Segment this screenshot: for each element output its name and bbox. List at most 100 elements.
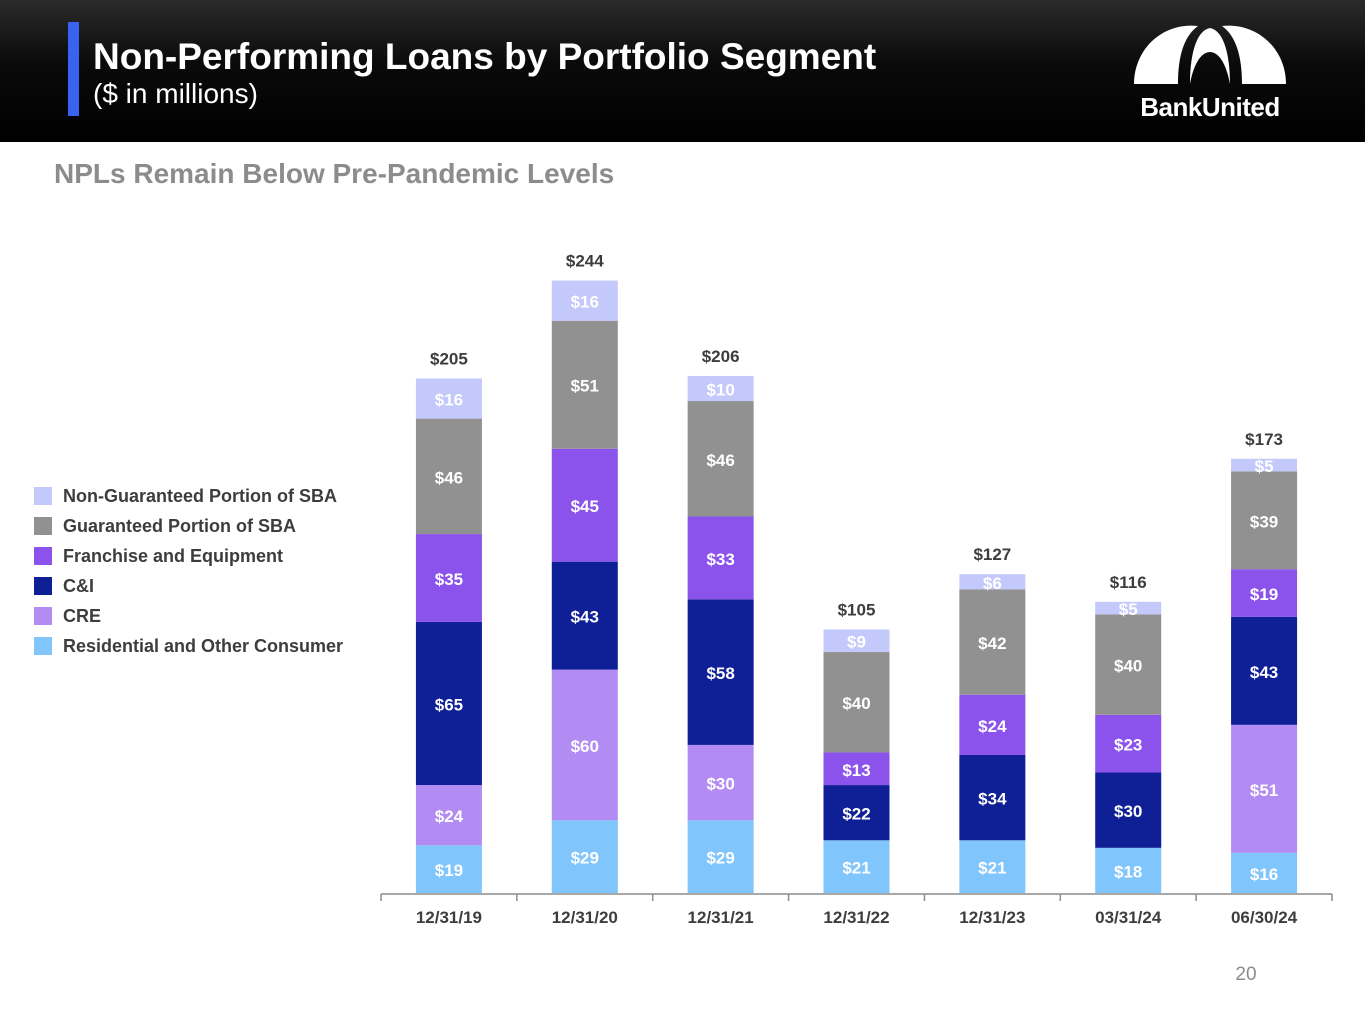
bar-segment [687,599,754,745]
bar-total-label: $173 [1245,430,1283,449]
bar-segment [415,621,482,786]
bar-segment [551,448,618,562]
bar-segment [415,845,482,893]
bar-value-label: $23 [1114,736,1142,755]
bar-value-label: $5 [1255,457,1274,476]
bar-segment [687,401,754,517]
bar-segment [415,418,482,535]
x-tick-label: 03/31/24 [1095,908,1162,927]
bar-segment [551,280,618,321]
legend-swatch [34,487,52,505]
bar-segment [1231,852,1298,893]
legend-label: CRE [63,606,102,626]
bar-segment [687,744,754,821]
bar-segment [1095,714,1162,773]
chart-legend: Non-Guaranteed Portion of SBA Guaranteed … [34,486,374,666]
bar-value-label: $60 [571,737,599,756]
bar-value-label: $6 [983,574,1002,593]
legend-item: C&I [34,576,374,606]
bar-value-label: $30 [1114,802,1142,821]
legend-item: CRE [34,606,374,636]
bar-total-label: $127 [973,545,1011,564]
bar-value-label: $24 [435,807,464,826]
bar-segment [823,785,890,841]
legend-swatch [34,547,52,565]
bar-segment [1095,772,1162,848]
bar-segment [959,754,1026,841]
legend-item: Non-Guaranteed Portion of SBA [34,486,374,516]
x-tick-label: 06/30/24 [1231,908,1298,927]
bar-segment [551,820,618,893]
bar-value-label: $5 [1119,600,1138,619]
legend-label: Non-Guaranteed Portion of SBA [63,486,337,506]
x-tick-label: 12/31/23 [959,908,1025,927]
bar-value-label: $30 [706,775,734,794]
bar-segment [959,840,1026,893]
legend-swatch [34,517,52,535]
bar-segment [959,574,1026,590]
bar-segment [959,694,1026,755]
bar-segment [1095,601,1162,615]
legend-item: Franchise and Equipment [34,546,374,576]
title-accent-bar [68,22,79,116]
bar-value-label: $46 [706,451,734,470]
bar-value-label: $34 [978,790,1007,809]
bar-segment [823,652,890,753]
bar-segment [551,669,618,821]
bar-value-label: $58 [706,664,734,683]
bar-segment [1231,569,1298,617]
bar-segment [687,516,754,600]
bar-segment [823,629,890,653]
bar-value-label: $16 [571,293,599,312]
bar-segment [823,840,890,893]
bar-value-label: $35 [435,570,463,589]
bar-value-label: $65 [435,695,463,714]
bar-value-label: $39 [1250,512,1278,531]
bar-value-label: $19 [435,861,463,880]
bar-value-label: $16 [1250,865,1278,884]
bar-value-label: $10 [706,380,734,399]
legend-label: Franchise and Equipment [63,546,284,566]
legend-label: Residential and Other Consumer [63,636,344,656]
bar-segment [959,589,1026,695]
bar-value-label: $29 [706,849,734,868]
page-number: 20 [1235,964,1257,985]
legend-swatch [34,577,52,595]
bar-segment [1095,847,1162,893]
bar-value-label: $29 [571,849,599,868]
bar-segment [415,534,482,622]
bar-value-label: $21 [842,859,870,878]
bar-segment [415,785,482,846]
legend-swatch [34,607,52,625]
bar-segment [1095,614,1162,715]
section-heading: NPLs Remain Below Pre-Pandemic Levels [54,158,615,189]
bar-segment [1231,471,1298,570]
x-tick-label: 12/31/19 [416,908,482,927]
bar-segment [551,320,618,449]
bar-value-label: $43 [571,608,599,627]
legend-swatch [34,637,52,655]
legend-item: Guaranteed Portion of SBA [34,516,374,546]
bar-value-label: $45 [571,497,599,516]
bar-value-label: $42 [978,634,1006,653]
bar-segment [1231,616,1298,725]
bar-total-label: $244 [566,252,604,271]
bar-value-label: $9 [847,633,866,652]
bar-segment [687,820,754,893]
bar-value-label: $46 [435,468,463,487]
page-title: Non-Performing Loans by Portfolio Segmen… [93,36,877,77]
logo-wordmark: BankUnited [1140,92,1280,122]
bar-value-label: $40 [842,694,870,713]
bar-segment [687,375,754,402]
bar-segment [1231,458,1298,472]
x-tick-label: 12/31/22 [823,908,889,927]
bar-value-label: $33 [706,550,734,569]
header-banner: Non-Performing Loans by Portfolio Segmen… [0,0,1365,142]
bar-value-label: $24 [978,717,1007,736]
bar-value-label: $43 [1250,663,1278,682]
bar-value-label: $40 [1114,657,1142,676]
bar-total-label: $116 [1110,573,1147,592]
x-tick-label: 12/31/20 [552,908,618,927]
bar-value-label: $22 [842,805,870,824]
